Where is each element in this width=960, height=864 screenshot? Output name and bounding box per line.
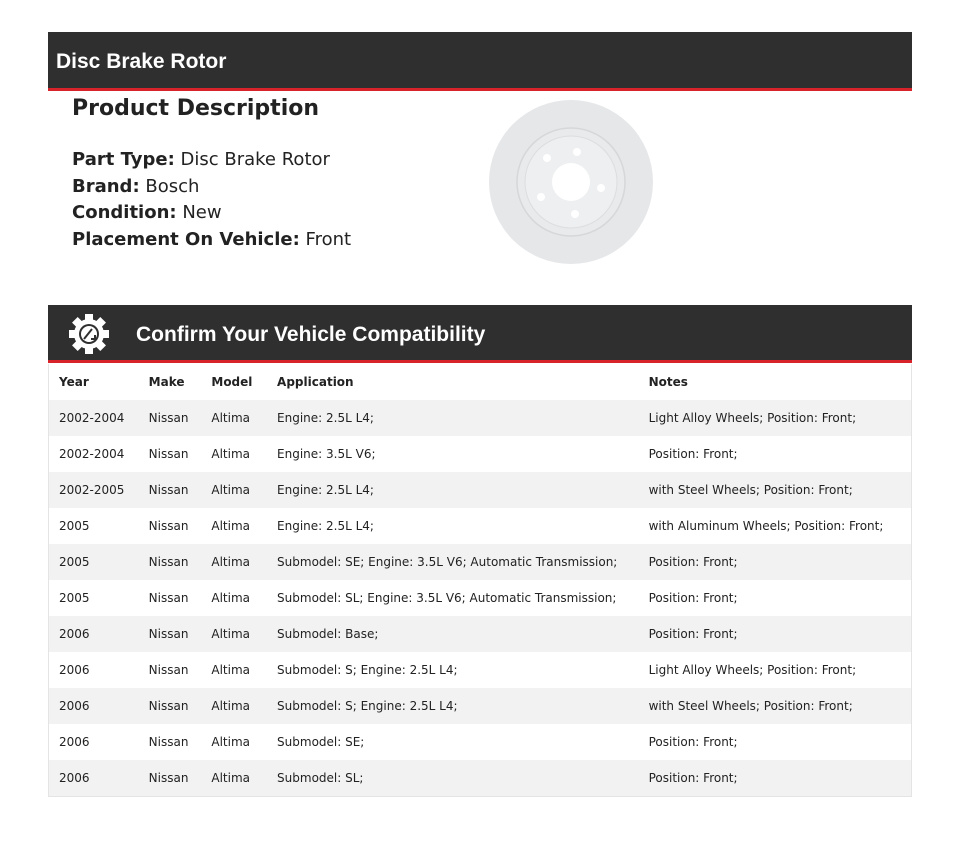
table-cell: 2006 [59,663,90,677]
table-cell: Nissan [148,591,189,605]
compat-table: Year Make Model Application Notes 2002-2004 N… [48,364,912,797]
table-cell: Submodel: SE; [277,735,365,749]
table-cell: Position: Front; [648,591,738,605]
compat-title: Confirm Your Vehicle Compatibility [136,323,486,346]
table-cell: 2002-2005 [59,483,125,497]
table-row: 2002-2004 Nissan Altima Engine: 3.5L V6; Pos… [49,436,912,472]
page-title: Disc Brake Rotor [56,50,227,73]
table-cell: Position: Front; [648,447,738,461]
table-row: 2005 Nissan Altima Submodel: SE; Engine: 3.… [48,544,912,580]
table-cell: Altima [211,447,250,461]
field-value: Front [305,228,352,250]
table-cell: Nissan [148,447,189,461]
table-cell: with Steel Wheels; Position: Front; [648,483,853,497]
table-row: 2005 Nissan Altima Engine: 2.5L L4; with Alu… [49,508,912,544]
description-heading: Product Description [72,96,320,121]
table-row: 2006 Nissan Altima Submodel: SE; Position: F… [49,724,912,760]
table-cell: Nissan [148,627,189,641]
table-cell: Altima [211,735,250,749]
table-cell: 2005 [59,519,90,533]
table-cell: 2006 [59,627,90,641]
table-row: 2002-2005 Nissan Altima Engine: 2.5L L4; wit… [48,472,912,508]
table-cell: Position: Front; [648,555,738,569]
table-cell: Position: Front; [648,627,738,641]
column-header: Make [148,375,185,389]
table-cell: Submodel: S; Engine: 2.5L L4; [277,663,458,677]
table-cell: Submodel: Base; [277,627,379,641]
field-row: Placement On Vehicle: Front [72,227,351,254]
field-row: Part Type: Disc Brake Rotor [72,147,351,174]
table-cell: 2002-2004 [59,447,125,461]
table-cell: Nissan [148,411,189,425]
column-header: Model [211,375,253,389]
product-description: Product Description Part Type: Disc Brak… [72,96,351,253]
table-cell: 2006 [59,735,90,749]
table-cell: Nissan [148,555,189,569]
table-cell: Engine: 3.5L V6; [277,447,376,461]
table-cell: Nissan [148,771,189,785]
compat-bar: Confirm Your Vehicle Compatibility [48,305,912,363]
table-row: 2006 Nissan Altima Submodel: S; Engine: 2.5… [49,652,912,688]
gear-icon [69,314,109,354]
table-cell: 2005 [59,555,90,569]
table-cell: 2005 [59,591,90,605]
field-label: Placement On Vehicle: [72,228,300,250]
table-row: 2006 Nissan Altima Submodel: S; Engine: 2.5… [48,688,912,724]
table-cell: Nissan [148,735,189,749]
table-cell: Engine: 2.5L L4; [277,411,374,425]
table-cell: Submodel: SE; Engine: 3.5L V6; Automatic… [277,555,618,569]
table-row: 2006 Nissan Altima Submodel: Base; Position:… [48,616,912,652]
field-row: Brand: Bosch [72,174,351,201]
table-cell: with Steel Wheels; Position: Front; [648,699,853,713]
field-label: Condition: [72,202,177,223]
table-cell: with Aluminum Wheels; Position: Front; [648,519,884,533]
table-cell: Altima [211,771,250,785]
table-cell: Altima [211,519,250,533]
table-cell: Position: Front; [648,735,738,749]
table-cell: Altima [211,627,250,641]
table-cell: Engine: 2.5L L4; [277,483,374,497]
table-cell: Submodel: S; Engine: 2.5L L4; [277,699,458,713]
table-cell: Light Alloy Wheels; Position: Front; [648,663,857,677]
table-row: 2005 Nissan Altima Submodel: SL; Engine: 3.… [49,580,912,616]
table-cell: Position: Front; [648,771,738,785]
table-cell: Altima [211,555,250,569]
table-cell: Submodel: SL; Engine: 3.5L V6; Automatic… [277,591,617,605]
field-value: Bosch [145,175,200,197]
table-cell: Nissan [148,483,189,497]
table-cell: Nissan [148,663,189,677]
field-label: Part Type: [72,149,175,170]
column-header: Notes [648,375,688,389]
table-cell: 2002-2004 [59,411,125,425]
rotor-image [489,100,653,264]
field-value: Disc Brake Rotor [180,149,330,170]
table-cell: Nissan [148,699,189,713]
column-header: Application [277,375,354,389]
table-row: 2002-2004 Nissan Altima Engine: 2.5L L4; Lig… [48,400,912,436]
table-row: 2006 Nissan Altima Submodel: SL; Position: F… [48,760,912,797]
table-cell: Submodel: SL; [277,771,364,785]
table-cell: Altima [211,591,250,605]
field-label: Brand: [72,175,140,197]
table-cell: Altima [211,699,250,713]
field-value: New [182,202,222,223]
title-bar: Disc Brake Rotor [48,32,912,91]
table-cell: Engine: 2.5L L4; [277,519,374,533]
column-header: Year [59,375,89,389]
table-cell: Altima [211,663,250,677]
table-cell: Altima [211,411,250,425]
table-cell: Light Alloy Wheels; Position: Front; [648,411,857,425]
table-cell: 2006 [59,699,90,713]
table-cell: Altima [211,483,250,497]
table-cell: Nissan [148,519,189,533]
table-cell: 2006 [59,771,90,785]
field-row: Condition: New [72,200,351,227]
